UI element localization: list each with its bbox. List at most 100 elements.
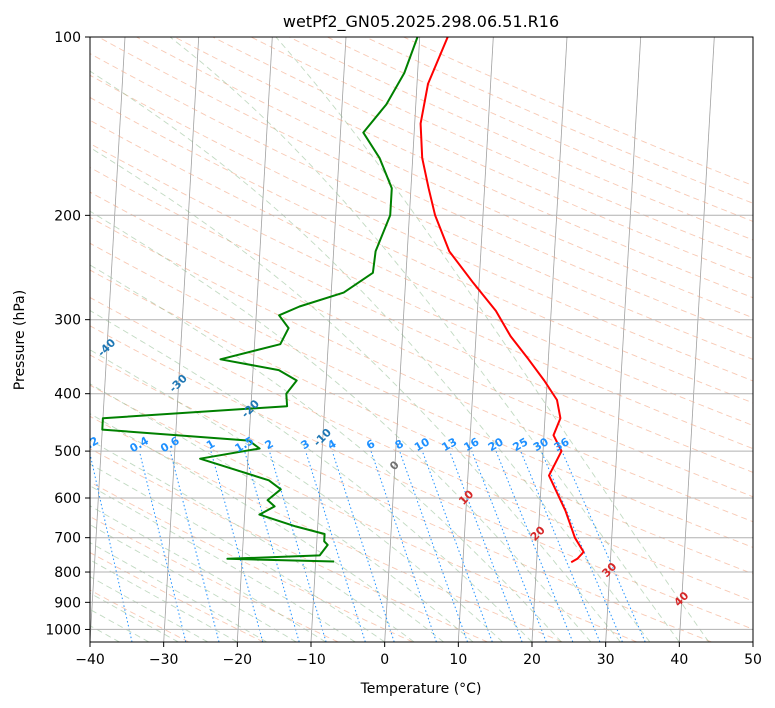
dry-adiabat-line <box>212 37 753 279</box>
mixing-ratio-line <box>520 450 601 642</box>
moist-adiabat-line <box>275 37 710 642</box>
mixing-ratio-line <box>399 450 468 642</box>
mixing-ratio-line <box>331 450 395 642</box>
y-tick-label: 900 <box>54 595 81 611</box>
pressure-gridlines <box>90 37 753 630</box>
moist-adiabat-line <box>169 37 680 642</box>
x-tick-label: 0 <box>380 652 389 668</box>
y-tick-label: 200 <box>54 208 81 224</box>
mixing-ratio-line <box>421 450 493 642</box>
dry-adiabat-line <box>90 166 753 473</box>
mixing-ratio-label: 0.1 <box>31 434 54 455</box>
dry-adiabat-line <box>90 354 712 642</box>
isotherm-label: 30 <box>599 560 619 580</box>
dry-adiabat-line <box>90 96 753 404</box>
moist-adiabat-line <box>90 310 533 642</box>
mixing-ratio-line <box>90 451 133 642</box>
moist-adiabat-line <box>90 439 415 642</box>
mixing-ratio-label: 0.6 <box>158 434 182 455</box>
dry-adiabat-line <box>90 297 753 602</box>
mixing-ratio-line <box>540 450 623 642</box>
dry-adiabat-line <box>90 74 753 382</box>
isotherm-label: -30 <box>167 372 190 395</box>
x-tick-label: −10 <box>296 652 326 668</box>
mixing-ratio-line <box>370 450 437 642</box>
y-tick-label: 500 <box>54 444 81 460</box>
isotherm-line <box>605 37 642 642</box>
dry-adiabat-line <box>90 143 753 450</box>
moist-adiabat-line <box>90 413 444 642</box>
y-tick-label: 700 <box>54 531 81 547</box>
dry-adiabat-line <box>90 415 563 642</box>
mixing-ratio-line <box>471 450 547 642</box>
dry-adiabat-line <box>327 37 753 222</box>
dry-adiabat-line <box>90 448 488 642</box>
isotherm-label: -20 <box>239 397 262 420</box>
x-tick-label: 10 <box>449 652 467 668</box>
y-tick-label: 1000 <box>45 622 81 638</box>
isotherm-line <box>531 37 568 642</box>
moist-adiabat-line <box>90 524 297 642</box>
mixing-ratio-line <box>138 450 187 642</box>
y-axis-ticks: 100 200 300 400 500 600 700 800 900 1000 <box>45 30 90 638</box>
dewpoint-profile <box>101 37 419 563</box>
dry-adiabat-line <box>90 325 753 630</box>
isotherm-line <box>752 635 753 642</box>
dry-adiabat-line <box>90 242 753 548</box>
dry-adiabat-line <box>90 589 190 642</box>
dry-adiabat-line <box>174 37 753 299</box>
moist-adiabat-line <box>90 147 621 642</box>
x-tick-label: −20 <box>223 652 253 668</box>
dry-adiabat-line <box>90 481 414 642</box>
y-tick-label: 600 <box>54 491 81 507</box>
isotherm-line <box>163 37 200 642</box>
moist-adiabat-line <box>90 559 238 642</box>
y-axis-label: Pressure (hPa) <box>12 290 28 390</box>
isotherm-label: 10 <box>456 487 476 507</box>
y-tick-label: 100 <box>54 30 81 46</box>
isotherm-label: -40 <box>95 336 118 359</box>
isotherm-line <box>236 37 273 642</box>
moist-adiabat-line <box>90 542 268 642</box>
dry-adiabat-line <box>90 269 753 575</box>
moist-adiabat-line <box>90 210 592 642</box>
mixing-ratio-line <box>169 450 220 642</box>
mixing-ratio-line <box>210 450 264 642</box>
y-tick-label: 300 <box>54 313 81 329</box>
mixing-ratio-line <box>561 450 646 642</box>
moist-adiabat-line <box>90 505 326 642</box>
moist-adiabat-line <box>90 70 651 642</box>
mixing-ratio-line <box>305 450 366 642</box>
x-tick-label: 30 <box>597 652 615 668</box>
mixing-ratio-line <box>268 450 327 642</box>
x-axis-label: Temperature (°C) <box>360 681 482 697</box>
x-axis-ticks: −40 −30 −20 −10 0 10 20 30 40 50 <box>75 642 762 668</box>
grid-layer <box>90 37 753 642</box>
chart-title: wetPf2_GN05.2025.298.06.51.R16 <box>283 12 559 32</box>
mixing-ratio-label: 1 <box>204 437 217 452</box>
mixing-ratio-label: 4 <box>325 437 338 452</box>
dry-adiabat-line <box>90 552 264 642</box>
mixing-ratio-label: 6 <box>364 437 377 452</box>
isotherm-line <box>678 37 715 642</box>
moist-adiabat-line <box>90 349 503 642</box>
isotherm-label: 20 <box>528 523 548 543</box>
moist-adiabat-line <box>90 463 385 642</box>
mixing-ratio-label: 2 <box>263 437 276 452</box>
x-tick-label: −30 <box>149 652 179 668</box>
y-tick-label: 400 <box>54 387 81 403</box>
y-tick-label: 800 <box>54 565 81 581</box>
dry-adiabat-line <box>90 191 753 498</box>
x-tick-label: −40 <box>75 652 105 668</box>
plot-frame <box>89 36 754 643</box>
x-tick-label: 20 <box>523 652 541 668</box>
x-tick-label: 50 <box>744 652 762 668</box>
x-tick-label: 40 <box>670 652 688 668</box>
moist-adiabat-line <box>90 264 562 642</box>
series-layer <box>101 37 585 564</box>
isotherm-line <box>90 37 126 642</box>
isotherm-label: 0 <box>387 458 402 473</box>
isotherm-line <box>384 37 421 642</box>
mixing-ratio-label: 0.2 <box>77 434 100 455</box>
